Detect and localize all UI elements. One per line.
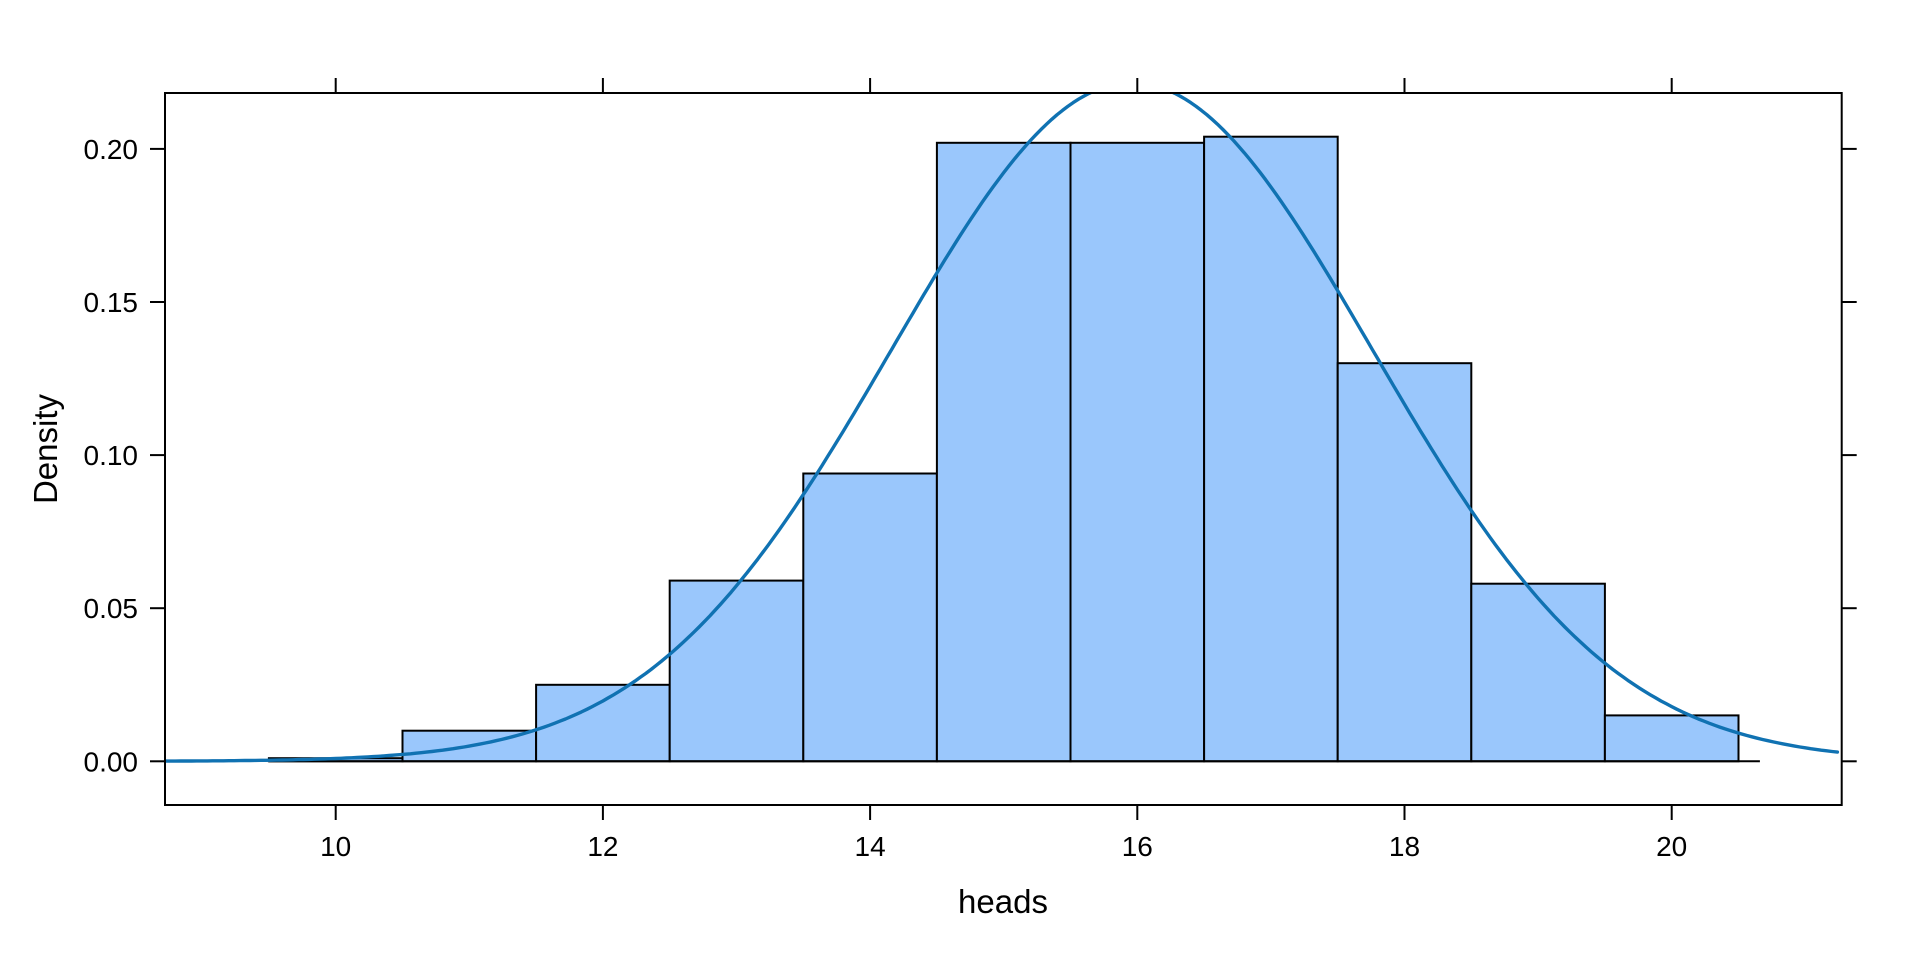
y-tick-labels: 0.00 0.05 0.10 0.15 0.20 — [84, 134, 139, 777]
x-tick-label: 10 — [320, 831, 351, 862]
histogram-bar — [1603, 714, 1740, 763]
x-tick-label: 18 — [1389, 831, 1420, 862]
histogram-bars — [267, 135, 1740, 763]
histogram-bar — [1203, 135, 1339, 763]
y-tick-label: 0.15 — [84, 287, 139, 318]
x-tick-label: 14 — [855, 831, 886, 862]
y-axis-title: Density — [27, 393, 64, 504]
histogram-bar — [802, 472, 938, 763]
x-axis-title: heads — [958, 883, 1048, 920]
y-tick-label: 0.20 — [84, 134, 139, 165]
y-tick-label: 0.05 — [84, 593, 139, 624]
y-tick-label: 0.00 — [84, 746, 139, 777]
plot-border — [164, 92, 1843, 806]
x-tick-labels: 10 12 14 16 18 20 — [320, 831, 1687, 862]
x-tick-label: 16 — [1122, 831, 1153, 862]
x-tick-label: 12 — [587, 831, 618, 862]
histogram-bar — [935, 141, 1072, 763]
y-tick-label: 0.10 — [84, 440, 139, 471]
histogram-bar — [668, 579, 805, 763]
normal-density-line — [165, 93, 1840, 763]
histogram-bar — [1336, 362, 1473, 763]
histogram-bar — [1069, 141, 1206, 763]
density-curve — [165, 93, 1840, 763]
x-tick-label: 20 — [1656, 831, 1687, 862]
histogram-bar — [1470, 582, 1606, 763]
axis-ticks — [150, 78, 1857, 820]
